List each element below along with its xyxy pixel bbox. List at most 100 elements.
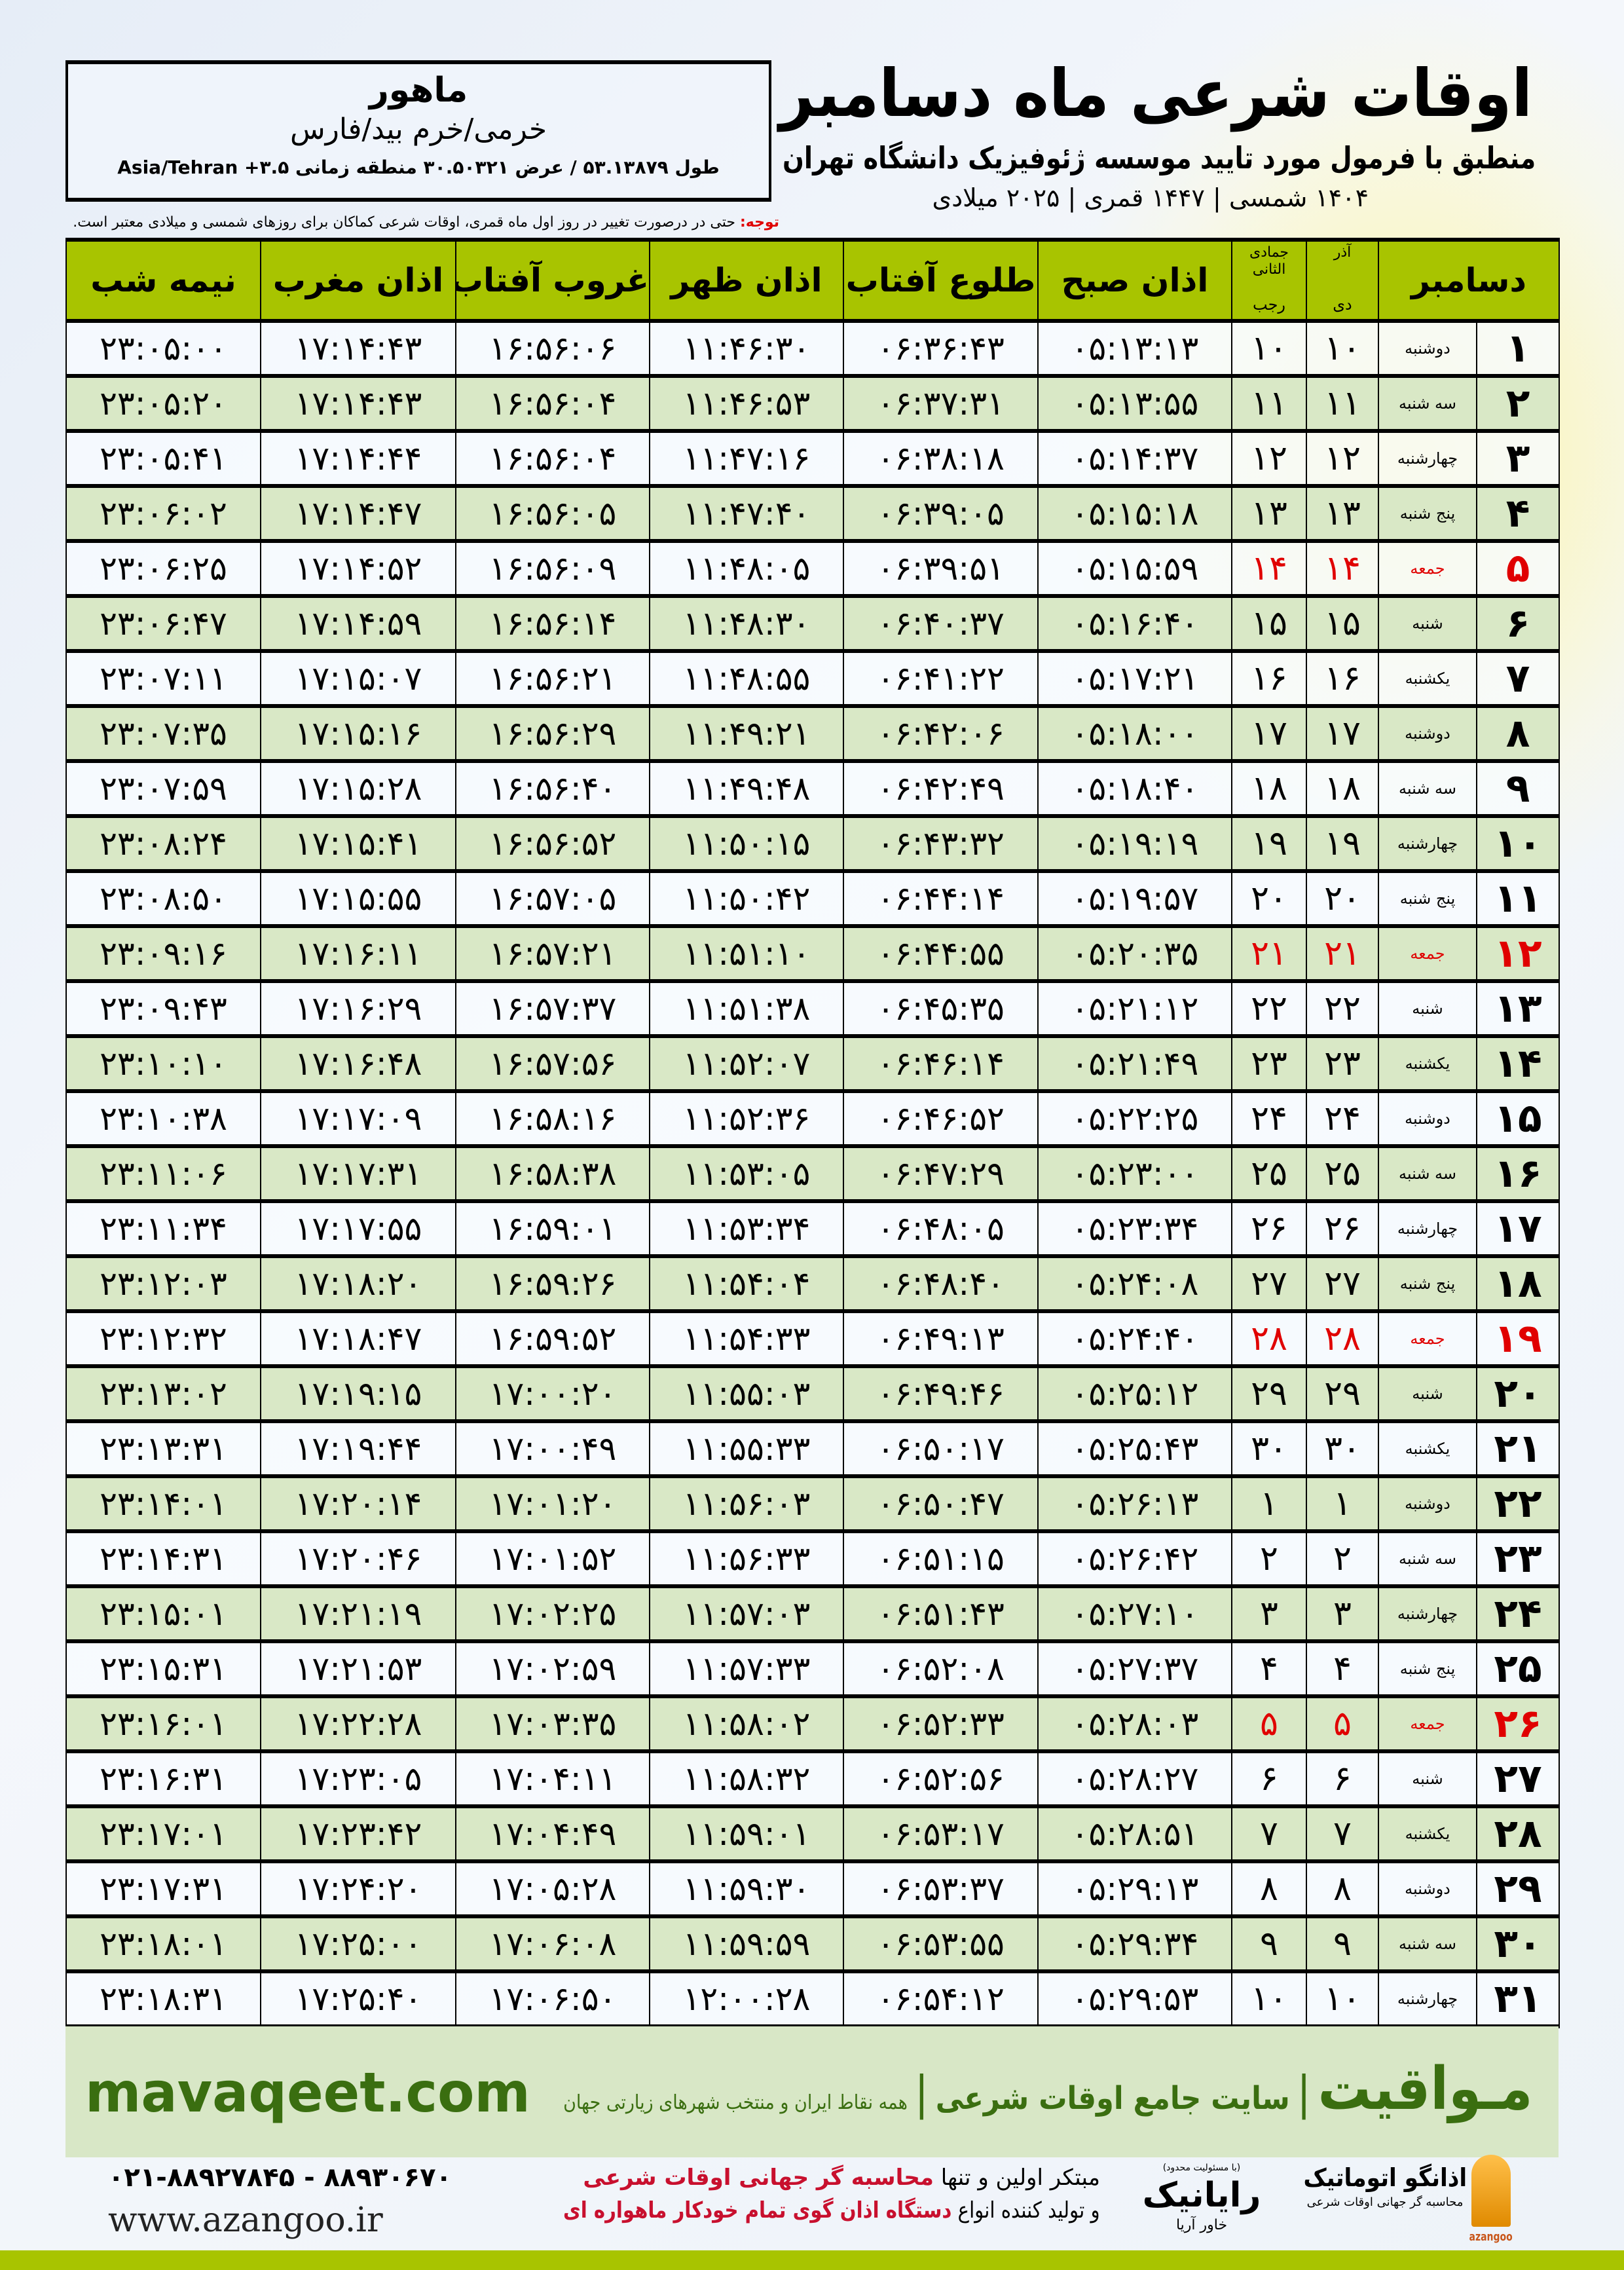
table-row: ۳ چهارشنبه ۱۲ ۱۲ ۰۵:۱۴:۳۷ ۰۶:۳۸:۱۸ ۱۱:۴۷:۱۶ ۱۶:…	[65, 431, 1560, 488]
lunar-day: ۳۰	[1231, 1421, 1307, 1478]
sunset-time: ۱۶:۵۶:۰۴	[455, 376, 650, 433]
midnight-time: ۲۳:۱۳:۳۱	[65, 1421, 261, 1478]
weekday: یکشنبه	[1377, 651, 1478, 708]
midnight-time: ۲۳:۱۸:۳۱	[65, 1971, 261, 2028]
ad-line1-inner: مبتکر اولین و تنها محاسبه گر جهانی اوقات…	[583, 2161, 1100, 2194]
city-name: ماهور	[78, 69, 759, 111]
midnight-time: ۲۳:۱۶:۰۱	[65, 1696, 261, 1753]
lunar-day: ۵	[1231, 1696, 1307, 1753]
midnight-time: ۲۳:۱۶:۳۱	[65, 1751, 261, 1808]
lunar-day: ۶	[1231, 1751, 1307, 1808]
dhuhr-time: ۱۱:۵۹:۰۱	[649, 1806, 844, 1863]
site-link-text[interactable]: mavaqeet.com	[85, 2060, 530, 2125]
brand-name: مـواقیت	[1318, 2055, 1532, 2123]
weekday: دوشنبه	[1377, 706, 1478, 763]
midnight-time: ۲۳:۰۷:۱۱	[65, 651, 261, 708]
fajr-time: ۰۵:۲۰:۳۵	[1037, 926, 1232, 983]
sunrise-time: ۰۶:۴۶:۱۴	[843, 1036, 1039, 1093]
weekday: سه شنبه	[1377, 1916, 1478, 1973]
header-fajr: اذان صبح	[1037, 238, 1232, 323]
azangoo-en: azangoo	[1469, 2230, 1513, 2244]
divider: |	[1297, 2066, 1311, 2120]
table-row: ۸ دوشنبه ۱۷ ۱۷ ۰۵:۱۸:۰۰ ۰۶:۴۲:۰۶ ۱۱:۴۹:۲۱ ۱۶:۵۶…	[65, 706, 1560, 763]
midnight-time: ۲۳:۱۱:۳۴	[65, 1201, 261, 1258]
solar-day: ۲۹	[1306, 1366, 1379, 1423]
azangoo-link-text[interactable]: www.azangoo.ir	[108, 2201, 383, 2240]
solar-day: ۱۲	[1306, 431, 1379, 488]
maghrib-time: ۱۷:۱۹:۱۵	[260, 1366, 456, 1423]
maghrib-time: ۱۷:۱۴:۴۷	[260, 486, 456, 543]
sunrise-time: ۰۶:۴۰:۳۷	[843, 596, 1039, 653]
table-row: ۱۴ یکشنبه ۲۳ ۲۳ ۰۵:۲۱:۴۹ ۰۶:۴۶:۱۴ ۱۱:۵۲:۰۷ ۱۶:۵…	[65, 1036, 1560, 1093]
sunset-time: ۱۶:۵۶:۰۹	[455, 541, 650, 598]
midnight-time: ۲۳:۰۷:۵۹	[65, 761, 261, 818]
sunrise-time: ۰۶:۴۳:۳۲	[843, 816, 1039, 873]
weekday: جمعه	[1377, 541, 1478, 598]
midnight-time: ۲۳:۰۶:۲۵	[65, 541, 261, 598]
weekday: یکشنبه	[1377, 1036, 1478, 1093]
lunar-day: ۲۴	[1231, 1091, 1307, 1148]
sunset-time: ۱۶:۵۹:۲۶	[455, 1256, 650, 1313]
sunset-time: ۱۷:۰۴:۴۹	[455, 1806, 650, 1863]
day-number: ۱۱	[1476, 871, 1560, 928]
coordinates: طول ۵۳.۱۳۸۷۹ / عرض ۳۰.۵۰۳۲۱ منطقه زمانی …	[78, 155, 759, 181]
dhuhr-time: ۱۱:۵۷:۳۳	[649, 1641, 844, 1698]
midnight-time: ۲۳:۰۶:۰۲	[65, 486, 261, 543]
fajr-time: ۰۵:۲۹:۱۳	[1037, 1861, 1232, 1918]
fajr-time: ۰۵:۲۳:۳۴	[1037, 1201, 1232, 1258]
maghrib-time: ۱۷:۲۴:۲۰	[260, 1861, 456, 1918]
page-subtitle-text: منطبق با فرمول مورد تایید موسسه ژئوفیزیک…	[782, 140, 1536, 176]
sunrise-time: ۰۶:۴۴:۱۴	[843, 871, 1039, 928]
header-sunrise: طلوع آفتاب	[843, 238, 1039, 323]
maghrib-time: ۱۷:۱۴:۵۲	[260, 541, 456, 598]
ad-line2: و تولید کننده انواع	[951, 2197, 1100, 2223]
weekday: دوشنبه	[1377, 1861, 1478, 1918]
maghrib-time: ۱۷:۱۷:۳۱	[260, 1146, 456, 1203]
fajr-time: ۰۵:۲۸:۲۷	[1037, 1751, 1232, 1808]
site-link[interactable]: mavaqeet.com	[85, 2056, 530, 2129]
ad-line1-row: مبتکر اولین و تنها محاسبه گر جهانی اوقات…	[563, 2161, 1100, 2194]
midnight-time: ۲۳:۱۳:۰۲	[65, 1366, 261, 1423]
dhuhr-time: ۱۱:۵۸:۰۲	[649, 1696, 844, 1753]
maghrib-time: ۱۷:۲۲:۲۸	[260, 1696, 456, 1753]
maghrib-time: ۱۷:۱۴:۴۳	[260, 321, 456, 378]
sunrise-time: ۰۶:۴۲:۴۹	[843, 761, 1039, 818]
ad-line2-highlight: دستگاه اذان گوی تمام خودکار ماهواره ای	[563, 2197, 952, 2223]
table-row: ۱۲ جمعه ۲۱ ۲۱ ۰۵:۲۰:۳۵ ۰۶:۴۴:۵۵ ۱۱:۵۱:۱۰ ۱۶:۵۷:…	[65, 926, 1560, 983]
brand-tagline: سایت جامع اوقات شرعی	[935, 2080, 1290, 2117]
midnight-time: ۲۳:۱۷:۰۱	[65, 1806, 261, 1863]
header-sunset: غروب آفتاب	[455, 238, 650, 323]
weekday: جمعه	[1377, 1311, 1478, 1368]
azangoo-link[interactable]: www.azangoo.ir	[108, 2199, 514, 2241]
table-row: ۲۸ یکشنبه ۷ ۷ ۰۵:۲۸:۵۱ ۰۶:۵۳:۱۷ ۱۱:۵۹:۰۱ ۱۷:۰۴:…	[65, 1806, 1560, 1863]
sunrise-time: ۰۶:۳۸:۱۸	[843, 431, 1039, 488]
maghrib-time: ۱۷:۱۵:۲۸	[260, 761, 456, 818]
midnight-time: ۲۳:۰۷:۳۵	[65, 706, 261, 763]
day-number: ۱۸	[1476, 1256, 1560, 1313]
table-row: ۳۱ چهارشنبه ۱۰ ۱۰ ۰۵:۲۹:۵۳ ۰۶:۵۴:۱۲ ۱۲:۰۰:۲۸ ۱۷…	[65, 1971, 1560, 2028]
day-number: ۳	[1476, 431, 1560, 488]
maghrib-time: ۱۷:۲۰:۱۴	[260, 1476, 456, 1533]
lunar-day: ۷	[1231, 1806, 1307, 1863]
sunset-time: ۱۶:۵۷:۲۱	[455, 926, 650, 983]
day-number: ۳۱	[1476, 1971, 1560, 2028]
fajr-time: ۰۵:۱۹:۱۹	[1037, 816, 1232, 873]
fajr-time: ۰۵:۱۳:۵۵	[1037, 376, 1232, 433]
fajr-time: ۰۵:۲۶:۴۲	[1037, 1531, 1232, 1588]
day-number: ۱۰	[1476, 816, 1560, 873]
lunar-day: ۱	[1231, 1476, 1307, 1533]
year-line-text: ۱۴۰۴ شمسی | ۱۴۴۷ قمری | ۲۰۲۵ میلادی	[932, 183, 1369, 212]
midnight-time: ۲۳:۰۸:۲۴	[65, 816, 261, 873]
sunrise-time: ۰۶:۴۸:۴۰	[843, 1256, 1039, 1313]
fajr-time: ۰۵:۱۹:۵۷	[1037, 871, 1232, 928]
solar-day: ۲۴	[1306, 1091, 1379, 1148]
dhuhr-time: ۱۱:۴۹:۴۸	[649, 761, 844, 818]
table-row: ۱ دوشنبه ۱۰ ۱۰ ۰۵:۱۳:۱۳ ۰۶:۳۶:۴۳ ۱۱:۴۶:۳۰ ۱۶:۵۶…	[65, 321, 1560, 378]
sunset-time: ۱۶:۵۶:۴۰	[455, 761, 650, 818]
maghrib-time: ۱۷:۲۳:۰۵	[260, 1751, 456, 1808]
header-midnight: نیمه شب	[65, 238, 261, 323]
sunset-time: ۱۶:۵۸:۱۶	[455, 1091, 650, 1148]
header-maghrib: اذان مغرب	[260, 238, 456, 323]
midnight-time: ۲۳:۱۵:۳۱	[65, 1641, 261, 1698]
dhuhr-time: ۱۱:۴۷:۱۶	[649, 431, 844, 488]
